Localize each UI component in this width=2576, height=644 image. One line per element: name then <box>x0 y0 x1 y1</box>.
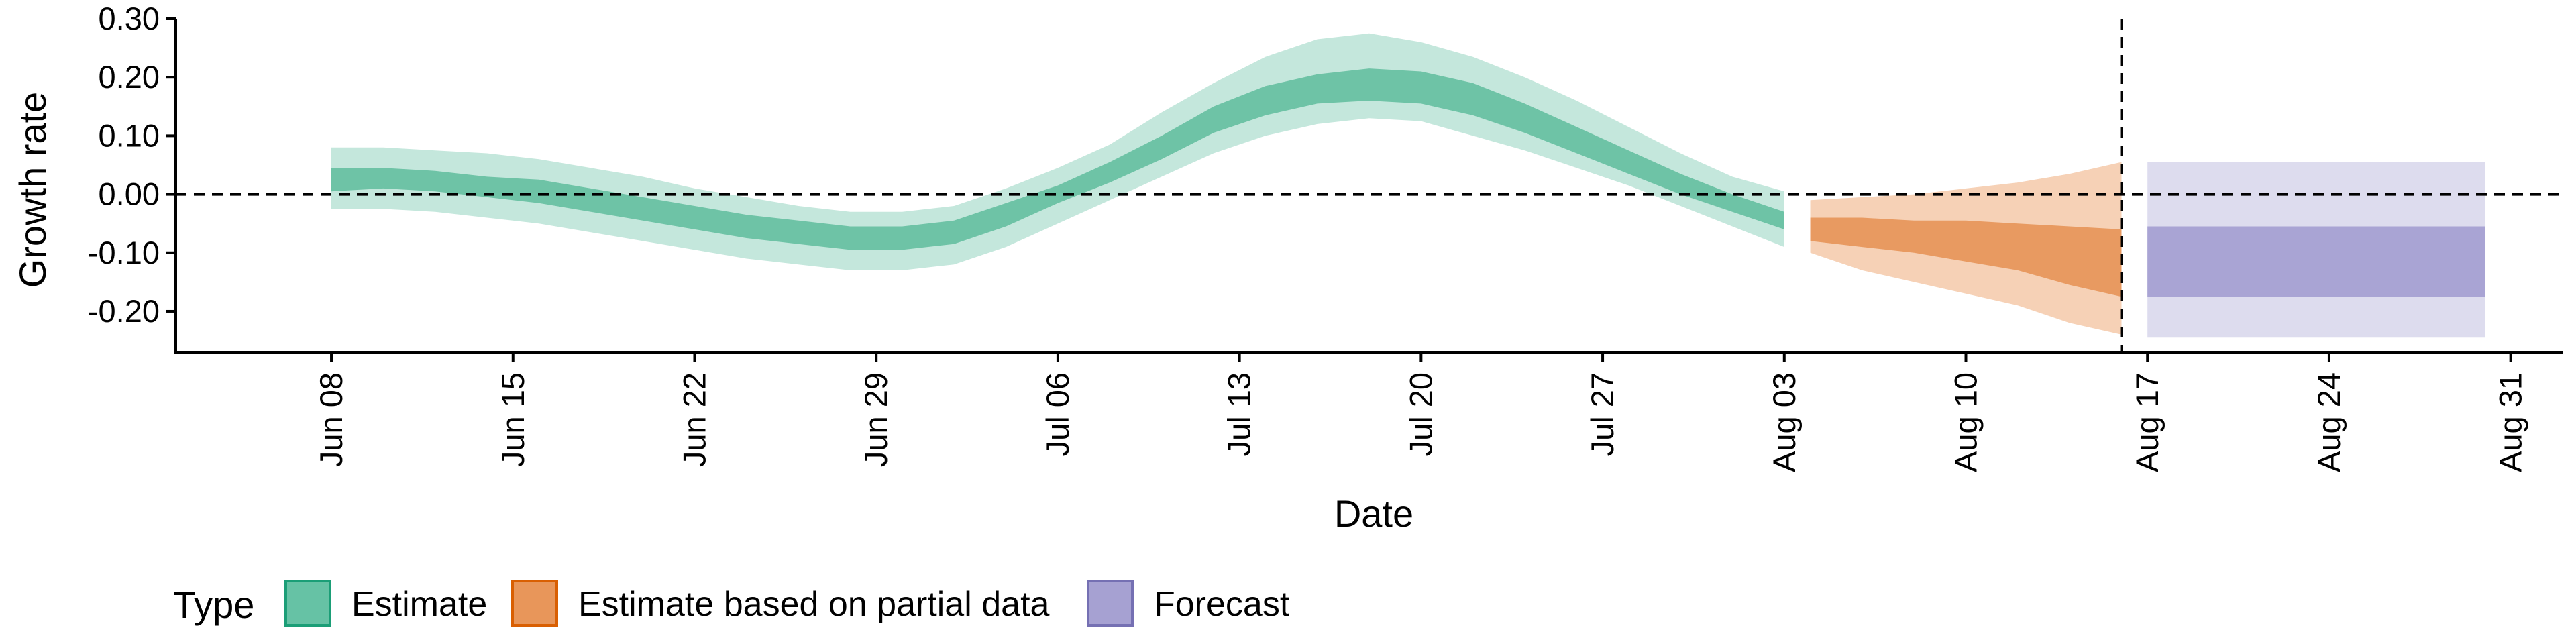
forecast-legend-label: Forecast <box>1154 585 1290 624</box>
y-tick-label: -0.10 <box>88 235 160 270</box>
y-tick-label: 0.10 <box>99 117 160 153</box>
x-tick-label: Aug 10 <box>1948 372 1984 472</box>
x-tick-label: Jun 15 <box>495 372 531 467</box>
y-tick-label: -0.20 <box>88 293 160 329</box>
x-tick-label: Aug 31 <box>2493 372 2528 472</box>
axes: -0.20 -0.10 0.00 0.10 0.20 0.30 Jun 08 Jun 15 Ju… <box>88 1 2563 472</box>
x-tick-label: Aug 24 <box>2311 372 2347 472</box>
forecast-legend-swatch <box>1087 580 1134 627</box>
estimate-based-on-partial-data-legend-swatch <box>511 580 558 627</box>
y-tick-label: 0.20 <box>99 59 160 95</box>
y-tick-label: 0.30 <box>99 1 160 36</box>
ribbon-layer <box>331 33 2485 338</box>
legend-title: Type <box>173 584 254 626</box>
estimate-based-on-partial-data-inner-band <box>1810 217 2122 297</box>
x-tick-label: Jun 08 <box>313 372 349 467</box>
x-tick-label: Jul 20 <box>1403 372 1438 456</box>
estimate-based-on-partial-data-legend-label: Estimate based on partial data <box>578 585 1050 624</box>
x-tick-label: Jun 29 <box>858 372 894 467</box>
y-tick-label: 0.00 <box>99 176 160 212</box>
x-tick-label: Jul 27 <box>1585 372 1620 456</box>
x-tick-label: Jul 13 <box>1222 372 1257 456</box>
estimate-legend-swatch <box>284 580 331 627</box>
estimate-outer-band <box>331 33 1784 270</box>
forecast-inner-band <box>2147 226 2485 297</box>
x-tick-label: Jun 22 <box>677 372 712 467</box>
reference-lines <box>176 19 2563 352</box>
x-tick-label: Aug 03 <box>1766 372 1802 472</box>
x-tick-label: Jul 06 <box>1040 372 1075 456</box>
y-axis-title: Growth rate <box>11 92 54 288</box>
legend: Type Estimate Estimate based on partial d… <box>173 580 1290 627</box>
x-axis-title: Date <box>1334 492 1413 535</box>
x-tick-label: Aug 17 <box>2129 372 2165 472</box>
estimate-legend-label: Estimate <box>352 585 487 624</box>
